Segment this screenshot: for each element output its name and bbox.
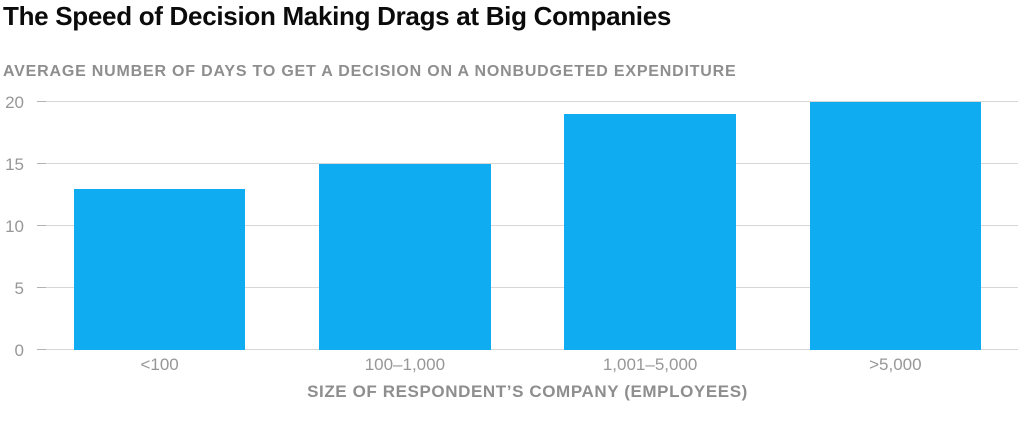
bar-100–1,000 bbox=[319, 164, 491, 350]
y-tick-mark bbox=[37, 225, 46, 226]
bar-slot bbox=[773, 102, 1018, 350]
bars-layer bbox=[37, 102, 1018, 350]
y-tick-label-0: 0 bbox=[14, 340, 24, 360]
gridline-y-5 bbox=[37, 287, 1018, 288]
y-tick-label-10: 10 bbox=[5, 216, 24, 236]
plot-area: 0 5 10 15 20 bbox=[5, 93, 1018, 360]
gridline-y-10 bbox=[37, 225, 1018, 226]
y-tick-mark bbox=[37, 163, 46, 164]
gridline-y-20 bbox=[37, 101, 1018, 102]
x-tick-label: >5,000 bbox=[869, 355, 922, 374]
x-tick-label: 100–1,000 bbox=[364, 355, 446, 374]
y-tick-mark bbox=[37, 101, 46, 102]
y-tick-mark bbox=[37, 287, 46, 288]
gridline-y-15 bbox=[37, 163, 1018, 164]
y-tick-mark bbox=[37, 349, 46, 350]
bar-slot bbox=[282, 102, 527, 350]
bar-slot bbox=[528, 102, 773, 350]
bar-1,001–5,000 bbox=[564, 114, 736, 350]
bar->5,000 bbox=[809, 102, 982, 350]
chart-title: The Speed of Decision Making Drags at Bi… bbox=[3, 1, 672, 31]
x-axis-tick-labels: <100 100–1,000 1,001–5,000 >5,000 bbox=[37, 355, 1018, 375]
chart-subtitle: AVERAGE NUMBER OF DAYS TO GET A DECISION… bbox=[3, 63, 737, 80]
y-tick-label-15: 15 bbox=[5, 154, 24, 174]
bar-slot bbox=[37, 102, 282, 350]
gridline-y-0 bbox=[37, 349, 1018, 350]
x-tick-label: <100 bbox=[140, 355, 179, 374]
y-tick-label-5: 5 bbox=[14, 278, 24, 298]
x-axis-title: SIZE OF RESPONDENT’S COMPANY (EMPLOYEES) bbox=[307, 382, 748, 401]
y-tick-label-20: 20 bbox=[5, 92, 24, 112]
x-tick-label: 1,001–5,000 bbox=[602, 355, 698, 374]
bar-<100 bbox=[73, 188, 246, 350]
